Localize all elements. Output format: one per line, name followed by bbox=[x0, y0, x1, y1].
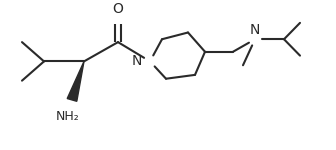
Text: NH₂: NH₂ bbox=[56, 110, 80, 123]
Text: N: N bbox=[132, 54, 142, 68]
Polygon shape bbox=[67, 61, 84, 101]
Text: N: N bbox=[250, 23, 260, 37]
Text: O: O bbox=[113, 2, 123, 16]
